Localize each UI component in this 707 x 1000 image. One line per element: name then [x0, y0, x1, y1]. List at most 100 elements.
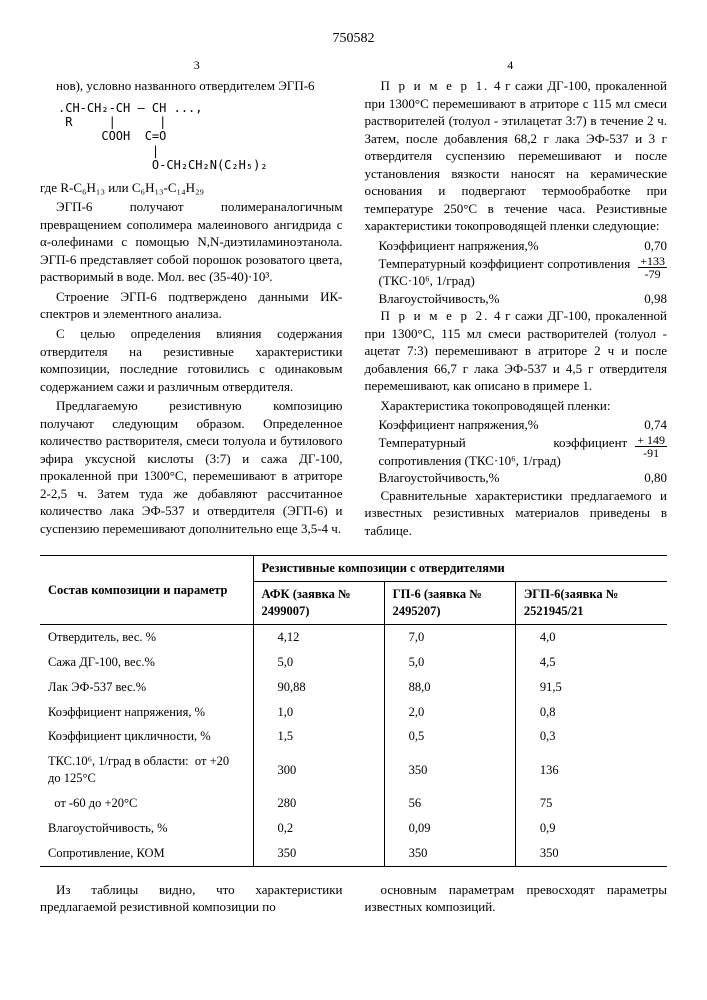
cell: Коэффициент напряжения, % [40, 700, 253, 725]
where-clause: где R-C₆H₁₃ или C₆H₁₃-C₁₄H₂₉ [40, 179, 343, 197]
table-body: Отвердитель, вес. %4,127,04,0 Сажа ДГ-10… [40, 624, 667, 866]
cell: Сопротивление, КОМ [40, 841, 253, 866]
formula-line: | [58, 144, 159, 158]
spec-value: +133 -79 [630, 255, 667, 290]
table-row: Влагоустойчивость, %0,20,090,9 [40, 816, 667, 841]
spec-row: Температурный коэффициент сопротивления … [379, 434, 668, 469]
fraction: + 149 -91 [635, 434, 667, 459]
cell: 300 [253, 749, 384, 791]
cell: 280 [253, 791, 384, 816]
cell: 350 [253, 841, 384, 866]
example-lead: П р и м е р 1. [381, 78, 490, 93]
cell: 0,8 [515, 700, 667, 725]
spec-value: 0,74 [636, 416, 667, 434]
spec-label: Влагоустойчивость,% [379, 290, 637, 308]
document-number: 750582 [40, 30, 667, 49]
example-text: 4 г сажи ДГ-100, прокаленной при 1300°С … [365, 78, 668, 233]
example-lead: П р и м е р 2. [381, 308, 490, 323]
cell: 56 [384, 791, 515, 816]
frac-top: +133 [638, 255, 667, 268]
spec-value: 0,80 [636, 469, 667, 487]
spec-value: 0,70 [636, 237, 667, 255]
example-1: П р и м е р 1. 4 г сажи ДГ-100, прокален… [365, 77, 668, 235]
frac-bot: -91 [635, 447, 667, 459]
table-row: ТКС.10⁶, 1/град в области: от +20 до 125… [40, 749, 667, 791]
th-composition: Состав композиции и параметр [40, 556, 253, 625]
cell: 88,0 [384, 675, 515, 700]
formula-line: COOH C=O [58, 129, 166, 143]
cell: Коэффициент цикличности, % [40, 724, 253, 749]
cell: 91,5 [515, 675, 667, 700]
cell: 1,0 [253, 700, 384, 725]
footer-right: основным параметрам превосходят параметр… [365, 881, 668, 916]
cell: ТКС.10⁶, 1/град в области: от +20 до 125… [40, 749, 253, 791]
spec-row: Коэффициент напряжения,% 0,70 [379, 237, 668, 255]
cell: 5,0 [384, 650, 515, 675]
cell: 4,0 [515, 624, 667, 649]
left-column: нов), условно названного отвердителем ЭГ… [40, 77, 343, 541]
th-col3: ЭГП-6(заявка № 2521945/21 [515, 582, 667, 625]
para: ЭГП-6 получают полимераналогичным превра… [40, 198, 343, 286]
spec-label: Температурный коэффициент сопротивления … [379, 255, 631, 290]
para: нов), условно названного отвердителем ЭГ… [40, 77, 343, 95]
table-row: Лак ЭФ-537 вес.%90,8888,091,5 [40, 675, 667, 700]
page-left: 3 [194, 57, 200, 73]
fraction: +133 -79 [638, 255, 667, 280]
cell: 1,5 [253, 724, 384, 749]
spec-label: Влагоустойчивость,% [379, 469, 637, 487]
th-group: Резистивные композиции с отвердителями [253, 556, 667, 582]
spec-row: Температурный коэффициент сопротивления … [379, 255, 668, 290]
cell: 350 [515, 841, 667, 866]
comparison-table: Состав композиции и параметр Резистивные… [40, 555, 667, 866]
cell: 0,2 [253, 816, 384, 841]
cell: 5,0 [253, 650, 384, 675]
table-row: Коэффициент цикличности, %1,50,50,3 [40, 724, 667, 749]
cell: 350 [384, 841, 515, 866]
th-col1: АФК (заявка № 2499007) [253, 582, 384, 625]
cell: Сажа ДГ-100, вес.% [40, 650, 253, 675]
cell: 2,0 [384, 700, 515, 725]
footer-left: Из таблицы видно, что характеристики пре… [40, 881, 343, 916]
cell: 75 [515, 791, 667, 816]
body-columns: нов), условно названного отвердителем ЭГ… [40, 77, 667, 541]
page-right: 4 [507, 57, 513, 73]
para: Сравнительные характеристики предлагаемо… [365, 487, 668, 540]
cell: Лак ЭФ-537 вес.% [40, 675, 253, 700]
spec-label: Коэффициент напряжения,% [379, 416, 637, 434]
cell: 4,5 [515, 650, 667, 675]
spec-value: 0,98 [636, 290, 667, 308]
cell: от -60 до +20°С [40, 791, 253, 816]
formula-line: O-CH₂CH₂N(C₂H₅)₂ [58, 158, 268, 172]
footer-columns: Из таблицы видно, что характеристики пре… [40, 881, 667, 916]
cell: 350 [384, 749, 515, 791]
char-title: Характеристика токопроводящей пленки: [365, 397, 668, 415]
cell: 0,09 [384, 816, 515, 841]
cell: Влагоустойчивость, % [40, 816, 253, 841]
spec-row: Коэффициент напряжения,% 0,74 [379, 416, 668, 434]
formula-line: R | | [58, 115, 166, 129]
cell: 136 [515, 749, 667, 791]
example-2: П р и м е р 2. 4 г сажи ДГ-100, прокален… [365, 307, 668, 395]
th-col2: ГП-6 (заявка № 2495207) [384, 582, 515, 625]
table-row: Сопротивление, КОМ350350350 [40, 841, 667, 866]
para: Предлагаемую резистивную композицию полу… [40, 397, 343, 537]
chemical-formula: .CH-CH₂-CH — CH ..., R | | COOH C=O | O-… [58, 101, 343, 173]
cell: 0,9 [515, 816, 667, 841]
formula-line: .CH-CH₂-CH — CH ..., [58, 101, 203, 115]
spec-row: Влагоустойчивость,% 0,98 [379, 290, 668, 308]
right-column: П р и м е р 1. 4 г сажи ДГ-100, прокален… [365, 77, 668, 541]
frac-bot: -79 [638, 268, 667, 280]
table-row: Отвердитель, вес. %4,127,04,0 [40, 624, 667, 649]
table-row: от -60 до +20°С2805675 [40, 791, 667, 816]
spec-label: Температурный коэффициент сопротивления … [379, 434, 628, 469]
cell: 0,3 [515, 724, 667, 749]
spec-value: + 149 -91 [627, 434, 667, 469]
spec-row: Влагоустойчивость,% 0,80 [379, 469, 668, 487]
table-row: Коэффициент напряжения, %1,02,00,8 [40, 700, 667, 725]
para: С целью определения влияния содержания о… [40, 325, 343, 395]
cell: Отвердитель, вес. % [40, 624, 253, 649]
table-row: Сажа ДГ-100, вес.%5,05,04,5 [40, 650, 667, 675]
para: Строение ЭГП-6 подтверждено данными ИК-с… [40, 288, 343, 323]
cell: 7,0 [384, 624, 515, 649]
cell: 0,5 [384, 724, 515, 749]
